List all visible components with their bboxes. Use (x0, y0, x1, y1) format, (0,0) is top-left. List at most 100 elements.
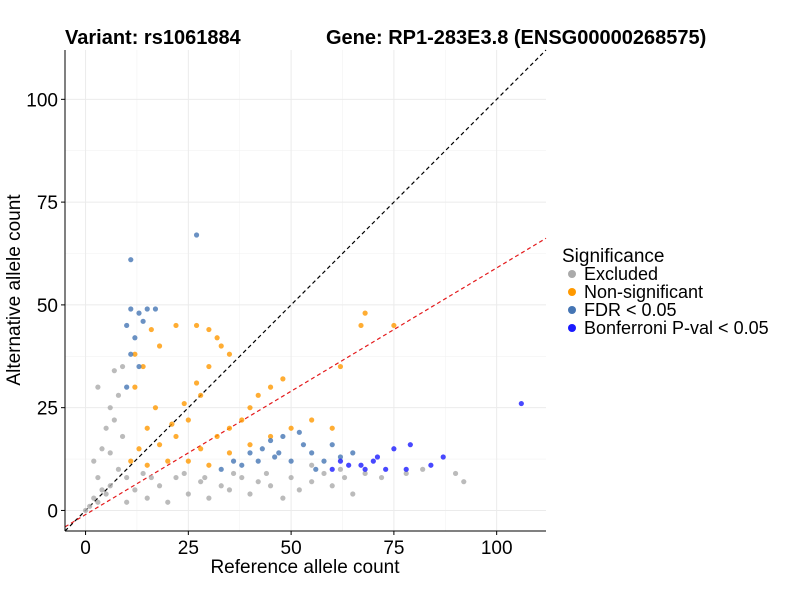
point-non-significant (309, 417, 315, 423)
point-excluded (91, 495, 97, 501)
point-excluded (309, 462, 315, 468)
point-non-significant (193, 380, 200, 386)
point-fdr-0-05 (255, 458, 261, 464)
point-excluded (378, 474, 385, 481)
point-excluded (206, 495, 212, 501)
point-non-significant (185, 417, 191, 423)
point-fdr-0-05 (350, 450, 356, 456)
point-excluded (107, 450, 113, 456)
point-excluded (403, 470, 409, 477)
point-fdr-0-05 (230, 458, 237, 464)
point-excluded (103, 425, 109, 431)
point-excluded (95, 384, 101, 390)
point-bonferroni-p-val-0-05 (391, 446, 397, 452)
point-excluded (452, 470, 459, 477)
point-excluded (103, 491, 109, 497)
point-non-significant (156, 442, 163, 448)
point-fdr-0-05 (329, 442, 335, 448)
point-fdr-0-05 (276, 450, 282, 456)
legend-title: Significance (562, 246, 664, 267)
point-excluded (247, 491, 253, 497)
point-excluded (99, 487, 105, 493)
point-bonferroni-p-val-0-05 (370, 458, 376, 464)
point-excluded (420, 466, 426, 472)
point-non-significant (144, 462, 150, 468)
point-excluded (350, 491, 356, 497)
point-fdr-0-05 (140, 318, 146, 324)
point-excluded (115, 392, 122, 398)
point-fdr-0-05 (296, 429, 302, 435)
chart-title-gene: Gene: RP1-283E3.8 (ENSG00000268575) (326, 27, 706, 49)
point-non-significant (280, 376, 286, 382)
legend-key-bonferroni-p-val-0-05 (568, 324, 576, 332)
point-excluded (255, 479, 261, 485)
point-fdr-0-05 (218, 466, 224, 472)
y-tick-label: 0 (47, 501, 58, 522)
point-fdr-0-05 (280, 433, 286, 440)
point-non-significant (206, 462, 212, 468)
point-excluded (82, 507, 89, 514)
point-non-significant (226, 450, 233, 456)
point-non-significant (337, 363, 344, 370)
point-non-significant (132, 384, 138, 390)
point-excluded (218, 483, 224, 489)
legend-key-excluded (568, 270, 576, 278)
grid (65, 50, 546, 531)
point-non-significant (198, 446, 204, 452)
point-non-significant (267, 384, 274, 390)
legend-key-non-significant (568, 288, 576, 296)
x-tick-label: 75 (383, 538, 404, 559)
y-axis-label: Alternative allele count (4, 194, 25, 386)
point-excluded (156, 483, 163, 489)
point-bonferroni-p-val-0-05 (440, 454, 446, 460)
point-excluded (337, 466, 344, 472)
point-excluded (263, 470, 270, 477)
point-non-significant (358, 322, 364, 329)
point-excluded (280, 495, 286, 501)
point-non-significant (391, 322, 397, 329)
point-fdr-0-05 (136, 310, 142, 316)
reference-lines (64, 49, 547, 532)
point-non-significant (165, 458, 171, 464)
x-axis-label: Reference allele count (210, 557, 400, 578)
point-bonferroni-p-val-0-05 (403, 466, 409, 472)
point-fdr-0-05 (309, 450, 315, 456)
point-non-significant (218, 343, 224, 349)
point-excluded (362, 470, 368, 477)
point-non-significant (169, 421, 175, 427)
data-points (82, 232, 524, 514)
point-excluded (95, 474, 101, 481)
point-fdr-0-05 (247, 450, 253, 456)
point-non-significant (255, 392, 261, 398)
point-excluded (288, 474, 294, 481)
point-fdr-0-05 (128, 306, 134, 312)
axes: 0 25 50 75 100 0 25 50 75 100 (26, 50, 546, 559)
point-fdr-0-05 (300, 442, 307, 448)
point-excluded (148, 474, 154, 481)
point-non-significant (247, 405, 253, 411)
point-excluded (144, 495, 150, 501)
y-tick-label: 100 (26, 90, 58, 111)
chart-title-variant: Variant: rs1061884 (65, 27, 242, 49)
point-fdr-0-05 (313, 466, 319, 472)
point-non-significant (152, 405, 159, 411)
legend-label-bonferroni-p-val-0-05: Bonferroni P-val < 0.05 (584, 318, 769, 338)
point-excluded (198, 479, 204, 485)
point-excluded (181, 470, 187, 477)
point-fdr-0-05 (259, 446, 265, 452)
point-fdr-0-05 (128, 351, 134, 357)
point-fdr-0-05 (193, 232, 200, 238)
point-non-significant (156, 343, 163, 349)
x-tick-label: 0 (80, 538, 91, 559)
y-tick-label: 50 (37, 296, 58, 317)
point-non-significant (185, 458, 191, 464)
point-non-significant (247, 442, 253, 448)
point-non-significant (362, 310, 368, 316)
point-fdr-0-05 (124, 384, 130, 390)
point-non-significant (181, 400, 187, 407)
point-fdr-0-05 (337, 454, 344, 460)
point-excluded (119, 433, 126, 440)
point-non-significant (206, 363, 212, 370)
point-bonferroni-p-val-0-05 (329, 466, 335, 472)
